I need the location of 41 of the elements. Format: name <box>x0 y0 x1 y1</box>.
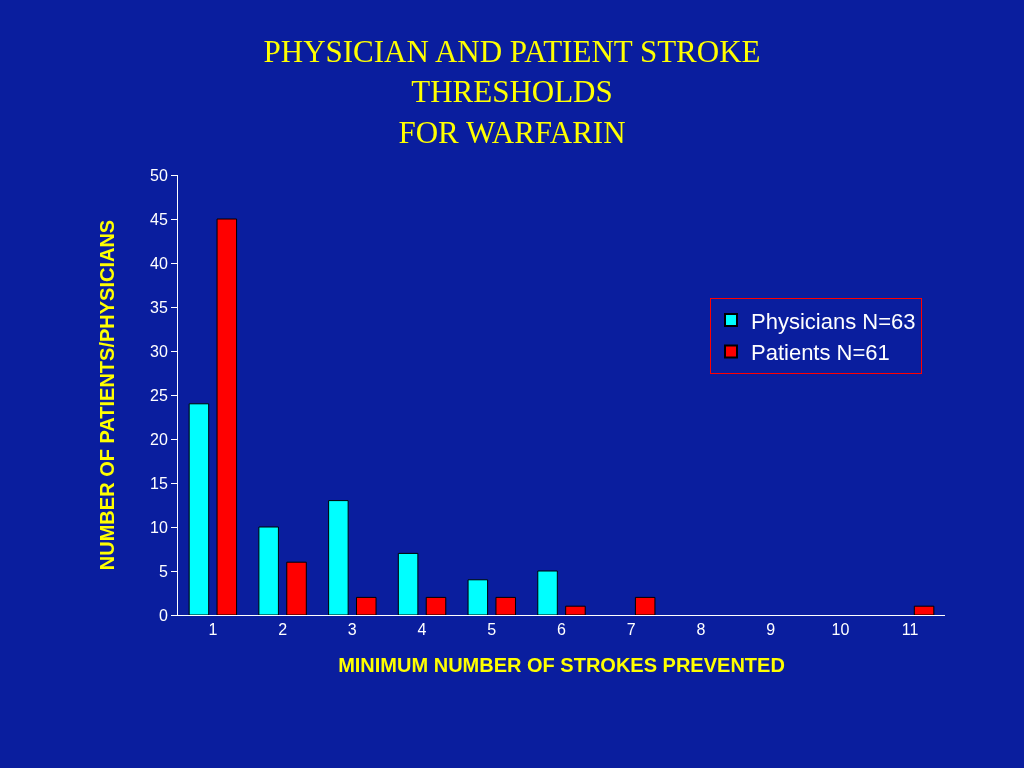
y-tick-label: 20 <box>150 430 168 448</box>
y-tick-label: 35 <box>150 298 168 316</box>
y-tick-label: 30 <box>150 342 168 360</box>
y-tick-label: 45 <box>150 210 168 228</box>
y-tick-label: 40 <box>150 254 168 272</box>
bar <box>216 218 238 615</box>
x-tick-label: 9 <box>766 621 776 639</box>
bar <box>286 561 307 615</box>
x-tick-label: 2 <box>278 621 288 639</box>
x-tick-label: 5 <box>487 621 497 639</box>
x-tick-label: 4 <box>417 621 427 639</box>
bar <box>188 403 210 615</box>
x-axis-title: MINIMUM NUMBER OF STROKES PREVENTED <box>338 653 785 676</box>
bar <box>397 552 419 615</box>
chart-title: PHYSICIAN AND PATIENT STROKE THRESHOLDS FOR WARFARIN <box>263 34 761 150</box>
bar <box>356 596 377 615</box>
y-tick-label: 50 <box>150 166 168 184</box>
bar <box>495 596 516 615</box>
y-tick-label: 5 <box>158 562 168 580</box>
x-tick-label: 7 <box>626 621 636 639</box>
legend-label: Physicians N=63 <box>750 308 916 334</box>
x-tick-label: 6 <box>557 621 567 639</box>
x-tick-label: 1 <box>208 621 218 639</box>
bar <box>913 605 935 615</box>
bar <box>258 526 279 615</box>
y-tick-label: 10 <box>150 518 168 536</box>
bar <box>467 579 489 615</box>
y-axis-title: NUMBER OF PATIENTS/PHYSICIANS <box>95 219 118 571</box>
x-tick-label: 10 <box>831 621 850 639</box>
x-tick-label: 3 <box>347 621 357 639</box>
bar <box>537 570 558 615</box>
legend-label: Patients N=61 <box>750 340 890 366</box>
y-tick-label: 25 <box>150 386 168 404</box>
y-tick-label: 15 <box>150 474 168 492</box>
bar <box>328 500 349 615</box>
x-tick-label: 8 <box>696 621 706 639</box>
y-tick-label: 0 <box>158 606 168 624</box>
bar <box>565 605 586 615</box>
x-tick-label: 11 <box>901 621 919 639</box>
bar <box>425 596 447 615</box>
bar <box>634 596 656 615</box>
